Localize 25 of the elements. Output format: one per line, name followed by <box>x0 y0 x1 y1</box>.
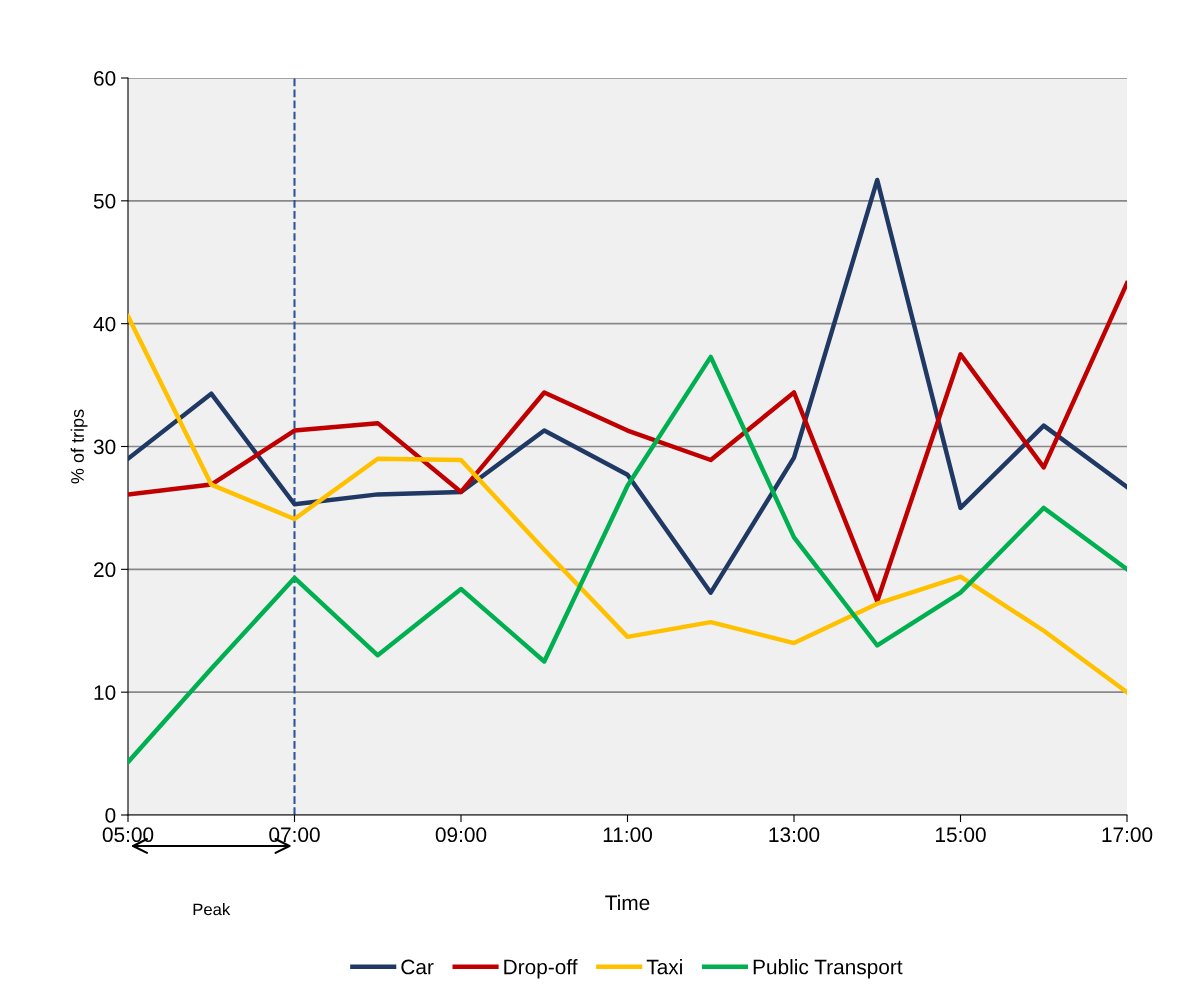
line-series <box>128 177 1127 595</box>
legend-label: Public Transport <box>753 959 903 979</box>
line-series <box>128 314 1127 695</box>
y-tick-label: 40 <box>93 316 116 332</box>
x-tick-label: 05:00 <box>102 827 154 843</box>
y-tick-label: 10 <box>94 685 116 700</box>
x-tick-label: 07:00 <box>269 827 320 843</box>
y-tick-label: 30 <box>93 439 116 455</box>
y-tick-label: 0 <box>105 808 116 823</box>
y-tick-label: 50 <box>93 193 116 209</box>
x-tick-label: 15:00 <box>936 827 986 843</box>
legend-label: Drop-off <box>504 959 578 979</box>
line-series <box>128 280 1127 604</box>
legend-label: Car <box>401 959 434 975</box>
text: Peak <box>193 903 231 916</box>
x-axis-title: Time <box>605 894 650 911</box>
y-tick-label: 60 <box>94 71 116 86</box>
y-tick-label: 20 <box>94 562 116 578</box>
legend-label: Taxi <box>646 959 682 975</box>
x-tick-label: 17:00 <box>1102 827 1153 843</box>
line-series <box>128 354 1127 765</box>
x-tick-label: 13:00 <box>769 827 820 843</box>
x-tick-label: 11:00 <box>603 827 652 843</box>
y-axis-title: % of trips <box>70 409 88 484</box>
x-tick-label: 09:00 <box>435 827 487 843</box>
